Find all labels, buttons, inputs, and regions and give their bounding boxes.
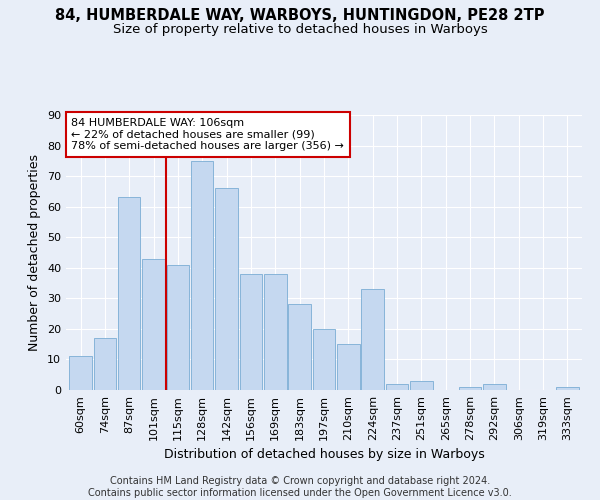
X-axis label: Distribution of detached houses by size in Warboys: Distribution of detached houses by size …: [164, 448, 484, 462]
Bar: [94, 338, 116, 390]
Text: Size of property relative to detached houses in Warboys: Size of property relative to detached ho…: [113, 22, 487, 36]
Bar: [142, 258, 165, 390]
Bar: [118, 198, 140, 390]
Bar: [167, 264, 189, 390]
Bar: [215, 188, 238, 390]
Bar: [289, 304, 311, 390]
Bar: [70, 356, 92, 390]
Bar: [313, 329, 335, 390]
Text: 84, HUMBERDALE WAY, WARBOYS, HUNTINGDON, PE28 2TP: 84, HUMBERDALE WAY, WARBOYS, HUNTINGDON,…: [55, 8, 545, 22]
Bar: [483, 384, 506, 390]
Bar: [361, 289, 384, 390]
Bar: [459, 387, 481, 390]
Bar: [386, 384, 408, 390]
Bar: [556, 387, 578, 390]
Bar: [191, 161, 214, 390]
Y-axis label: Number of detached properties: Number of detached properties: [28, 154, 41, 351]
Text: 84 HUMBERDALE WAY: 106sqm
← 22% of detached houses are smaller (99)
78% of semi-: 84 HUMBERDALE WAY: 106sqm ← 22% of detac…: [71, 118, 344, 151]
Bar: [410, 381, 433, 390]
Bar: [264, 274, 287, 390]
Bar: [240, 274, 262, 390]
Text: Contains HM Land Registry data © Crown copyright and database right 2024.
Contai: Contains HM Land Registry data © Crown c…: [88, 476, 512, 498]
Bar: [337, 344, 359, 390]
